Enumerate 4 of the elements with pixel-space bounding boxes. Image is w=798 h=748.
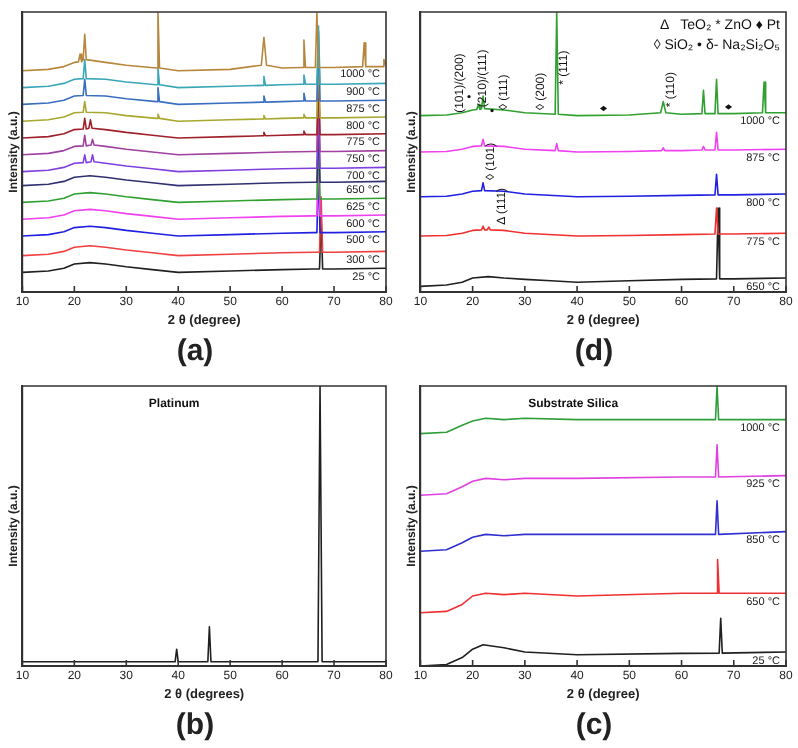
text: (b) [175, 708, 215, 743]
text: (d) [574, 334, 614, 369]
text: (c) [575, 708, 613, 743]
text: (a) [176, 334, 214, 369]
